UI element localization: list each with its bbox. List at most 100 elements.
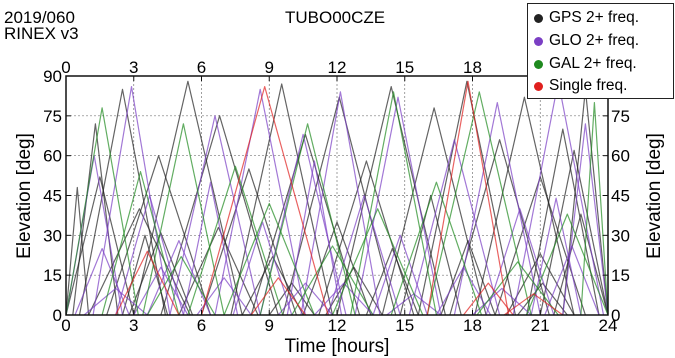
satellite-pass-gps [302,221,372,315]
satellite-pass-gps [517,282,568,315]
x-tick-label-top: 6 [197,58,206,77]
series-layer [66,80,608,315]
x-tick-label: 12 [328,316,347,335]
legend-label-gps: GPS 2+ freq. [549,9,640,26]
satellite-pass-gal [350,91,437,315]
x-tick-label: 9 [265,316,274,335]
y-tick-label-right: 45 [611,187,630,206]
satellite-pass-glo [196,277,252,315]
satellite-pass-glo [313,282,374,315]
satellite-pass-gps [133,80,243,315]
satellite-pass-gal [476,261,559,315]
gal-dot-icon [534,59,543,69]
satellite-pass-glo [544,245,600,315]
satellite-pass-gps [365,248,419,315]
x-tick-label: 6 [197,316,206,335]
y-tick-label-right: 30 [611,226,630,245]
satellite-pass-gal [291,245,374,315]
y-axis-label-right: Elevation [deg] [644,133,665,259]
satellite-pass-glo [408,139,501,315]
series-gps [66,80,608,315]
satellite-pass-glo [92,86,171,315]
satellite-pass-gps [178,226,259,315]
satellite-pass-gal [259,123,356,315]
satellite-pass-gps [160,115,279,315]
satellite-pass-gps [539,149,608,315]
satellite-pass-gps [336,86,446,315]
satellite-pass-gal [223,202,315,315]
x-tick-label-top: 3 [129,58,138,77]
satellite-pass-glo [530,197,582,315]
legend-label-glo: GLO 2+ freq. [549,32,640,49]
satellite-pass-glo [472,287,532,315]
satellite-pass-glo [562,123,608,315]
y-axis-label: Elevation [deg] [14,133,35,259]
legend-item-gal: GAL 2+ freq. [534,53,637,75]
glo-dot-icon [534,36,543,46]
satellite-pass-gps [128,232,194,315]
satellite-pass-glo [74,248,130,315]
x-tick-label: 21 [531,316,550,335]
satellite-pass-glo [133,266,189,315]
satellite-pass-gal [580,102,608,315]
y-tick-label: 60 [43,147,62,166]
satellite-pass-gal [187,165,284,315]
satellite-pass-gal [146,256,216,315]
satellite-pass-single [463,282,514,315]
y-tick-label: 30 [43,226,62,245]
satellite-pass-gal [66,107,139,315]
single-dot-icon [534,81,543,91]
satellite-pass-glo [232,221,293,315]
satellite-pass-glo [485,208,555,315]
satellite-pass-gps [230,83,334,315]
satellite-pass-gal [101,171,180,315]
satellite-pass-gal [142,123,225,315]
y-tick-label-right: 60 [611,147,630,166]
station-date-label: 2019/060 [4,8,75,27]
y-tick-label-right: 75 [611,107,630,126]
satellite-pass-glo [169,115,261,315]
satellite-pass-glo [327,194,401,315]
x-tick-label: 15 [395,316,414,335]
satellite-pass-gps [325,266,383,315]
satellite-pass-gps [66,176,135,315]
y-tick-label: 90 [43,67,62,86]
x-tick-label: 3 [129,316,138,335]
y-tick-label: 75 [43,107,62,126]
y-tick-label: 15 [43,266,62,285]
satellite-pass-gps [66,186,90,315]
gps-dot-icon [534,13,543,23]
satellite-pass-single [503,293,564,315]
satellite-pass-gps [553,213,608,315]
satellite-pass-single [250,277,306,315]
legend-item-single: Single freq. [534,75,627,97]
satellite-pass-gal [426,91,532,315]
x-tick-label: 0 [61,316,70,335]
satellite-pass-gps [241,256,304,315]
x-axis-label: Time [hours] [285,336,390,357]
satellite-pass-glo [453,102,541,315]
satellite-pass-gps [399,194,462,315]
y-tick-label: 0 [53,306,62,325]
y-tick-label: 45 [43,187,62,206]
satellite-pass-gps [72,123,119,315]
x-tick-label-top: 18 [463,58,482,77]
series-gal [66,91,608,315]
satellite-pass-glo [115,194,184,315]
legend-item-gps: GPS 2+ freq. [534,7,639,29]
y-tick-label-right: 15 [611,266,630,285]
satellite-pass-gal [390,181,483,315]
legend-item-glo: GLO 2+ freq. [534,30,639,52]
chart-title: TUBO00CZE [285,8,386,27]
series-single [115,80,564,315]
satellite-pass-glo [354,96,442,315]
x-tick-label: 18 [463,316,482,335]
satellite-pass-glo [300,91,381,315]
satellite-pass-single [115,250,180,315]
x-tick-label-top: 15 [395,58,414,77]
satellite-pass-gps [417,80,516,315]
x-tick-label: 24 [599,316,618,335]
satellite-pass-glo [214,88,306,315]
satellite-pass-glo [259,133,347,315]
